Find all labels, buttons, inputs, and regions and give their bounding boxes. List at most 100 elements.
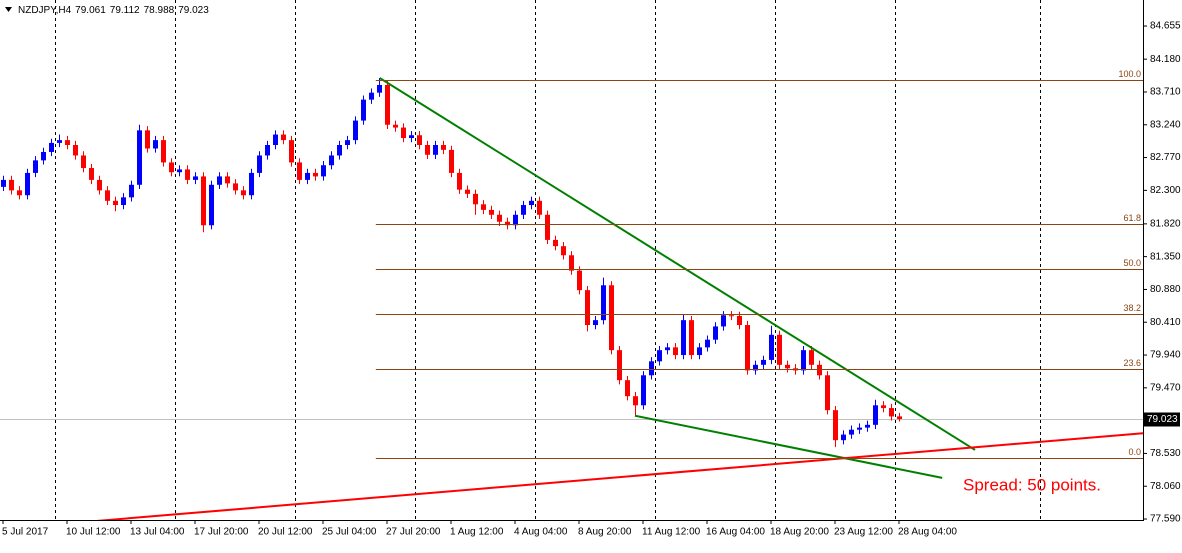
y-tick-label: 83.240 <box>1150 119 1181 130</box>
candle-body <box>817 364 822 376</box>
x-tick-label: 27 Jul 20:00 <box>386 527 441 538</box>
x-tick-label: 16 Aug 04:00 <box>706 527 765 538</box>
candle-body <box>409 135 414 139</box>
candle-body <box>657 350 662 362</box>
candle-body <box>417 135 422 146</box>
candle-body <box>609 285 614 351</box>
candle-body <box>649 361 654 376</box>
candle-body <box>553 239 558 247</box>
candle-body <box>329 155 334 166</box>
candle-body <box>697 347 702 356</box>
x-tick-label: 5 Jul 2017 <box>2 527 49 538</box>
x-tick-label: 23 Aug 12:00 <box>834 527 893 538</box>
candle-body <box>241 190 246 196</box>
period-separators <box>55 0 1041 520</box>
plot-area <box>0 77 1143 520</box>
candle-body <box>65 140 70 146</box>
candle-body <box>465 189 470 194</box>
candle-body <box>113 200 118 206</box>
candle-body <box>785 364 790 369</box>
x-tick-label: 4 Aug 04:00 <box>514 527 568 538</box>
candle-body <box>209 184 214 226</box>
candle-body <box>721 315 726 327</box>
current-price-label: 79.023 <box>1147 414 1178 425</box>
candle-body <box>289 140 294 163</box>
candle-body <box>233 183 238 191</box>
candle-body <box>401 127 406 139</box>
candle-body <box>9 179 14 191</box>
candle-body <box>49 142 54 152</box>
x-tick-label: 8 Aug 20:00 <box>578 527 632 538</box>
candle-body <box>441 145 446 150</box>
candle-body <box>321 165 326 177</box>
candle-body <box>249 172 254 196</box>
header-symbol: NZDJPY,H4 <box>18 5 72 16</box>
candle-body <box>561 246 566 256</box>
candle-body <box>585 290 590 326</box>
candle-body <box>97 179 102 191</box>
candle-body <box>537 200 542 215</box>
trendline <box>634 414 943 479</box>
candle-body <box>497 214 502 222</box>
candle-body <box>865 424 870 428</box>
candle-body <box>265 145 270 156</box>
x-tick-label: 18 Aug 20:00 <box>770 527 829 538</box>
trendline <box>96 432 1143 520</box>
y-tick-label: 83.710 <box>1150 87 1181 98</box>
candle-body <box>529 200 534 206</box>
candle-body <box>129 184 134 198</box>
candle-body <box>433 145 438 155</box>
candle-body <box>521 205 526 215</box>
candle-body <box>193 176 198 180</box>
candle-body <box>153 140 158 149</box>
candle-body <box>881 405 886 409</box>
candle-body <box>737 315 742 326</box>
y-tick-label: 84.655 <box>1150 21 1181 32</box>
fib-label: 61.8 <box>1123 213 1141 223</box>
candle-body <box>601 285 606 321</box>
fib-label: 100.0 <box>1118 69 1141 79</box>
candle-body <box>257 155 262 173</box>
candle-body <box>801 350 806 371</box>
candle-body <box>641 375 646 406</box>
candle-body <box>809 350 814 365</box>
y-tick-label: 78.530 <box>1150 448 1181 459</box>
candle-body <box>305 172 310 180</box>
candle-body <box>337 145 342 156</box>
candle-body <box>89 168 94 180</box>
candle-body <box>473 193 478 205</box>
candle-body <box>1 179 6 187</box>
x-tick-label: 1 Aug 12:00 <box>450 527 504 538</box>
y-tick-label: 79.470 <box>1150 382 1181 393</box>
candle-body <box>313 172 318 177</box>
chart-header: NZDJPY,H4 79.061 79.112 78.988 79.023 <box>18 5 209 16</box>
candle-body <box>873 405 878 425</box>
candle-body <box>665 347 670 351</box>
candle-body <box>841 434 846 441</box>
candle-body <box>481 204 486 210</box>
candle-body <box>185 169 190 180</box>
menu-triangle[interactable] <box>5 7 12 12</box>
candle-body <box>137 130 142 185</box>
candle-body <box>833 410 838 441</box>
candle-body <box>81 155 86 169</box>
candle-body <box>777 334 782 365</box>
spread-text: Spread: 50 points. <box>963 475 1101 494</box>
candle-body <box>121 197 126 206</box>
candle-body <box>753 364 758 371</box>
candle-body <box>345 140 350 146</box>
y-tick-label: 80.410 <box>1150 317 1181 328</box>
candle-body <box>513 214 518 226</box>
y-tick-label: 81.350 <box>1150 251 1181 262</box>
candle-body <box>17 190 22 196</box>
fib-label: 0.0 <box>1128 447 1141 457</box>
y-tick-label: 82.300 <box>1150 185 1181 196</box>
current-price-bg <box>1144 412 1180 427</box>
candle-body <box>489 209 494 215</box>
candle-body <box>33 160 38 173</box>
y-tick-label: 77.590 <box>1150 514 1181 525</box>
candle-body <box>449 149 454 173</box>
